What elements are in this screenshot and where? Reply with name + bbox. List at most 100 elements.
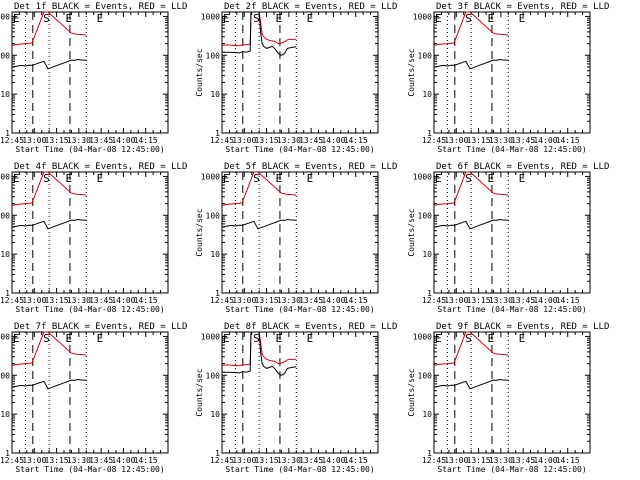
x-tick-label: 13:15	[467, 296, 491, 305]
x-tick-label: 12:45	[0, 296, 24, 305]
y-tick-label: 100	[0, 211, 10, 220]
panel-title: Det 9f BLACK = Events, RED = LLD	[436, 322, 609, 332]
event-marker-E: E	[519, 12, 526, 25]
event-marker-E: E	[223, 332, 230, 345]
x-tick-label: 14:15	[344, 456, 368, 465]
x-tick-label: 14:00	[533, 456, 557, 465]
y-tick-label: 100	[206, 211, 221, 220]
panel-7: Det 7f BLACK = Events, RED = LLD 1 10 100 10…	[0, 322, 187, 474]
x-tick-label: 14:00	[321, 296, 345, 305]
x-axis-label: Start Time (04-Mar-08 12:45:00)	[437, 145, 586, 154]
y-tick-label: 10	[210, 410, 220, 419]
x-tick-label: 13:30	[277, 136, 301, 145]
x-axis-label: Start Time (04-Mar-08 12:45:00)	[225, 145, 374, 154]
y-tick-label: 10	[422, 90, 432, 99]
y-tick-label: 10	[422, 410, 432, 419]
y-tick-label: 10	[210, 90, 220, 99]
series-line-lld	[433, 331, 509, 366]
x-axis-label: Start Time (04-Mar-08 12:45:00)	[437, 305, 586, 314]
event-marker-E: E	[487, 12, 494, 25]
y-tick-label: 1000	[201, 12, 220, 21]
event-marker-E: E	[307, 332, 314, 345]
event-marker-E: E	[65, 332, 72, 345]
y-tick-label: 100	[206, 51, 221, 60]
panel-9: Det 9f BLACK = Events, RED = LLD 1 10 100 10…	[407, 322, 609, 474]
x-tick-label: 14:00	[321, 456, 345, 465]
y-tick-label: 1000	[0, 12, 10, 21]
x-tick-label: 13:15	[467, 456, 491, 465]
plot-frame	[11, 331, 169, 454]
series-line-events	[11, 58, 87, 70]
panel-1: Det 1f BLACK = Events, RED = LLD 1 10 100 10…	[0, 2, 187, 154]
event-marker-S: S	[253, 12, 260, 25]
event-marker-E: E	[223, 12, 230, 25]
y-tick-label: 1000	[413, 12, 432, 21]
x-tick-label: 13:30	[489, 136, 513, 145]
x-axis-label: Start Time (04-Mar-08 12:45:00)	[15, 305, 164, 314]
y-tick-label: 10	[210, 250, 220, 259]
event-marker-E: E	[13, 12, 20, 25]
y-tick-label: 10	[0, 410, 10, 419]
x-tick-label: 13:45	[89, 136, 113, 145]
event-marker-E: E	[65, 172, 72, 185]
x-tick-label: 14:15	[556, 136, 580, 145]
y-axis-label: Counts/sec	[195, 208, 204, 256]
x-tick-label: 14:00	[111, 296, 135, 305]
x-tick-label: 13:45	[511, 456, 535, 465]
y-tick-label: 100	[418, 371, 433, 380]
y-tick-label: 100	[418, 211, 433, 220]
x-tick-label: 13:15	[255, 136, 279, 145]
series-line-events	[433, 218, 509, 230]
event-marker-E: E	[275, 332, 282, 345]
event-marker-E: E	[13, 172, 20, 185]
series-line-events	[11, 378, 87, 390]
series-line-lld	[11, 331, 87, 366]
series-line-events	[222, 11, 297, 56]
y-axis-label: Counts/sec	[407, 368, 416, 416]
panel-title: Det 7f BLACK = Events, RED = LLD	[14, 322, 187, 332]
x-tick-label: 13:15	[467, 136, 491, 145]
x-tick-label: 14:15	[556, 456, 580, 465]
x-tick-label: 14:00	[111, 456, 135, 465]
event-marker-S: S	[465, 172, 472, 185]
event-marker-E: E	[519, 172, 526, 185]
y-tick-label: 1	[427, 289, 432, 298]
y-tick-label: 1000	[201, 172, 220, 181]
event-marker-E: E	[275, 12, 282, 25]
x-tick-label: 13:30	[67, 456, 91, 465]
x-tick-label: 13:45	[299, 456, 323, 465]
event-marker-S: S	[43, 332, 50, 345]
x-axis-label: Start Time (04-Mar-08 12:45:00)	[225, 305, 374, 314]
y-axis-label: Counts/sec	[407, 48, 416, 96]
x-tick-label: 12:45	[0, 136, 24, 145]
panel-2: Det 2f BLACK = Events, RED = LLD 1 10 100 10…	[195, 2, 397, 154]
x-tick-label: 13:45	[89, 296, 113, 305]
y-tick-label: 100	[206, 371, 221, 380]
y-tick-label: 1	[5, 449, 10, 458]
x-tick-label: 14:00	[321, 136, 345, 145]
y-axis-label: Counts/sec	[195, 368, 204, 416]
panel-title: Det 5f BLACK = Events, RED = LLD	[224, 162, 397, 172]
y-tick-label: 1	[215, 449, 220, 458]
x-tick-label: 12:45	[422, 296, 446, 305]
plot-frame	[433, 331, 591, 454]
y-axis-label: Counts/sec	[195, 48, 204, 96]
plot-frame	[433, 171, 591, 294]
series-line-events	[433, 58, 509, 70]
panel-5: Det 5f BLACK = Events, RED = LLD 1 10 100 10…	[195, 162, 397, 314]
plot-frame	[221, 11, 379, 134]
event-marker-E: E	[435, 172, 442, 185]
series-line-lld	[433, 171, 509, 206]
plot-frame	[433, 11, 591, 134]
plot-frame	[221, 171, 379, 294]
panel-title: Det 8f BLACK = Events, RED = LLD	[224, 322, 397, 332]
x-tick-label: 13:15	[45, 296, 69, 305]
x-tick-label: 13:30	[489, 456, 513, 465]
x-tick-label: 13:30	[277, 456, 301, 465]
y-tick-label: 1000	[0, 172, 10, 181]
series-line-events	[222, 331, 297, 376]
y-axis-label: Counts/sec	[407, 208, 416, 256]
series-line-lld	[433, 11, 509, 46]
event-marker-E: E	[307, 12, 314, 25]
